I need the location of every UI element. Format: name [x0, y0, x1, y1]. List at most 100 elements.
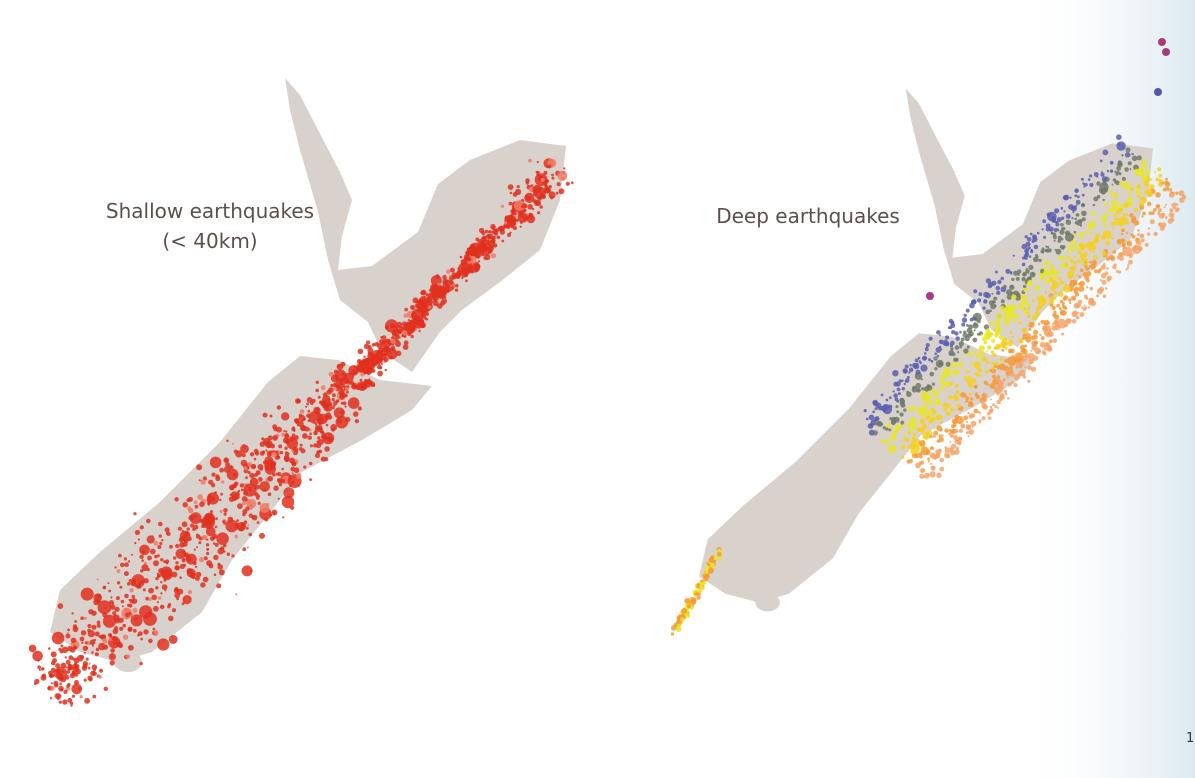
- quake-dot: [1073, 288, 1079, 294]
- quake-dot: [188, 496, 193, 502]
- quake-dot: [1147, 232, 1151, 236]
- quake-dot: [425, 317, 429, 321]
- quake-dot: [1047, 346, 1053, 352]
- quake-dot: [1025, 336, 1032, 343]
- quake-dot: [972, 322, 979, 329]
- quake-dot: [132, 628, 137, 633]
- quake-dot: [1060, 223, 1064, 227]
- quake-dot: [1080, 177, 1084, 181]
- quake-dot: [305, 405, 308, 408]
- quake-dot: [410, 325, 416, 331]
- quake-dot: [234, 522, 240, 528]
- quake-dot: [156, 554, 160, 558]
- quake-dot: [390, 338, 396, 344]
- quake-dot: [513, 200, 525, 212]
- quake-dot: [935, 414, 942, 421]
- quake-dot: [963, 313, 967, 317]
- quake-dot: [467, 257, 472, 262]
- quake-dot: [60, 688, 64, 692]
- quake-dot: [428, 289, 432, 292]
- quake-dot: [345, 390, 349, 394]
- quake-dot: [1063, 262, 1069, 267]
- quake-dot: [194, 504, 199, 509]
- quake-dot: [110, 596, 113, 599]
- quake-dot: [925, 343, 930, 348]
- quake-dot: [257, 477, 263, 482]
- quake-dot: [930, 465, 936, 471]
- quake-dot: [1030, 335, 1036, 341]
- quake-dot: [120, 562, 125, 568]
- quake-dot: [872, 410, 876, 414]
- quake-dot: [64, 656, 68, 659]
- quake-dot: [1131, 218, 1136, 223]
- quake-dot: [1147, 191, 1153, 197]
- quake-dot: [487, 248, 493, 254]
- quake-dot: [921, 387, 925, 391]
- quake-dot: [299, 447, 303, 451]
- quake-dot: [231, 494, 238, 501]
- quake-dot: [1069, 258, 1074, 263]
- quake-dot: [1164, 181, 1171, 187]
- quake-dot: [403, 334, 407, 338]
- quake-dot: [96, 623, 101, 628]
- quake-dot: [223, 508, 228, 513]
- quake-dot: [152, 627, 156, 631]
- quake-dot: [963, 348, 969, 354]
- quake-dot: [896, 399, 900, 403]
- quake-dot: [273, 485, 279, 491]
- quake-dot: [264, 517, 269, 522]
- quake-dot: [953, 373, 957, 377]
- quake-dot: [930, 462, 933, 465]
- quake-dot: [1137, 246, 1143, 252]
- quake-dot: [279, 450, 284, 455]
- quake-dot: [906, 375, 910, 379]
- quake-dot: [1033, 329, 1039, 335]
- quake-dot: [1108, 190, 1114, 195]
- quake-dot: [994, 270, 998, 274]
- quake-dot: [295, 473, 302, 479]
- quake-dot: [316, 424, 323, 431]
- quake-dot: [571, 181, 574, 184]
- quake-dot: [481, 253, 485, 257]
- quake-dot: [924, 386, 930, 392]
- quake-dot: [924, 472, 930, 479]
- quake-dot: [98, 635, 102, 638]
- quake-dot: [945, 335, 950, 340]
- quake-dot: [970, 329, 973, 332]
- quake-dot: [412, 317, 416, 321]
- quake-dot: [251, 515, 255, 520]
- quake-dot: [126, 582, 131, 586]
- quake-dot: [1001, 312, 1004, 315]
- quake-dot: [1125, 147, 1131, 153]
- quake-dot: [949, 408, 953, 411]
- quake-dot: [1059, 280, 1064, 285]
- quake-dot: [1139, 233, 1145, 239]
- quake-dot: [889, 417, 893, 421]
- quake-dot: [689, 601, 692, 604]
- quake-dot: [954, 429, 959, 434]
- quake-dot: [248, 532, 252, 537]
- quake-dot: [1018, 338, 1024, 344]
- quake-dot: [904, 380, 907, 383]
- quake-dot: [1078, 275, 1081, 278]
- quake-dot: [503, 223, 509, 229]
- quake-dot: [425, 293, 429, 296]
- quake-dot: [331, 427, 335, 432]
- quake-dot: [293, 429, 296, 432]
- quake-dot: [1089, 286, 1094, 291]
- quake-dot: [91, 624, 97, 630]
- quake-dot: [976, 332, 980, 336]
- quake-dot: [131, 594, 136, 599]
- quake-dot: [1119, 181, 1124, 187]
- quake-dot: [1060, 207, 1063, 210]
- quake-dot: [548, 164, 552, 168]
- quake-dot: [918, 356, 921, 360]
- quake-dot: [1115, 269, 1119, 273]
- quake-dot: [968, 370, 971, 373]
- quake-dot: [271, 451, 277, 458]
- quake-dot: [61, 646, 69, 654]
- quake-dot: [936, 354, 940, 358]
- quake-dot: [914, 358, 919, 363]
- quake-dot: [537, 174, 541, 178]
- quake-dot: [262, 412, 268, 418]
